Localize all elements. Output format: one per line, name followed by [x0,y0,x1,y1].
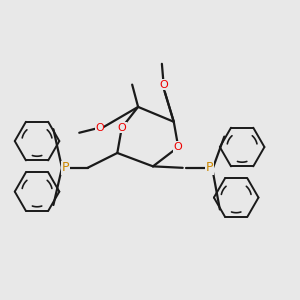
Text: O: O [174,142,183,152]
Text: O: O [117,123,126,133]
Text: O: O [159,80,168,90]
Text: O: O [95,123,104,133]
Text: P: P [61,161,69,174]
Text: P: P [206,161,213,174]
